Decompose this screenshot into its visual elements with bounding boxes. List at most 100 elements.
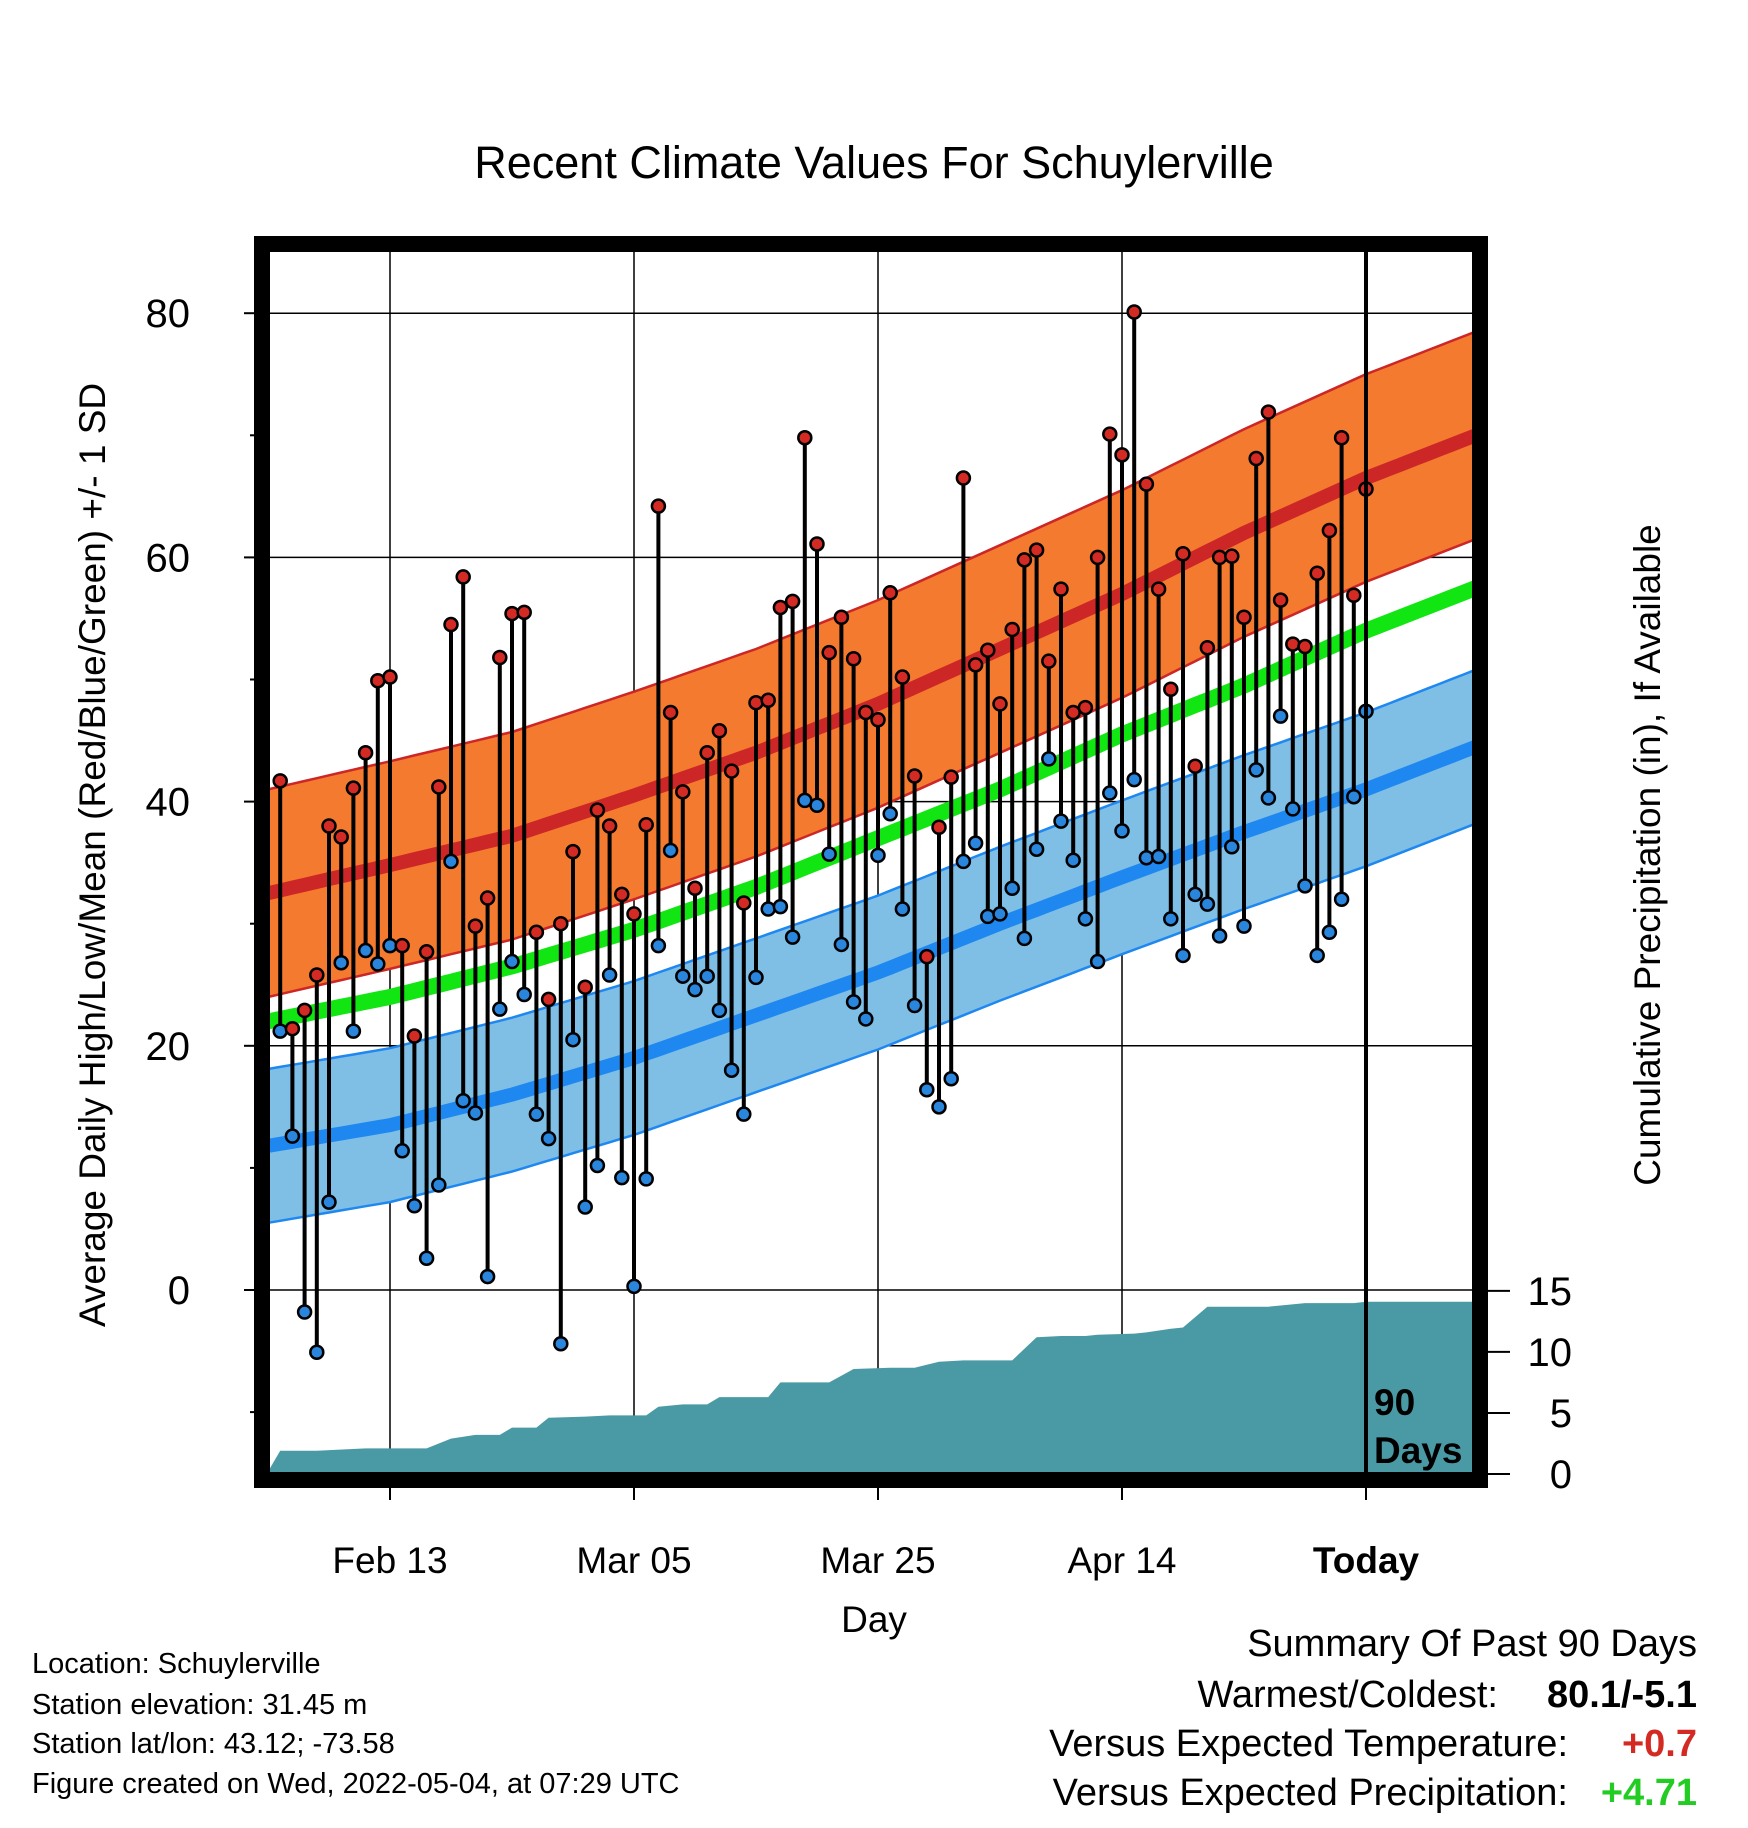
high-temp-point: [1138, 476, 1155, 492]
high-temp-point: [1126, 304, 1142, 320]
low-temp-point: [833, 936, 850, 953]
low-sd-lower-edge: [267, 822, 1477, 1225]
high-temp-point: [418, 944, 435, 960]
low-temp-point: [1309, 947, 1325, 964]
high-temp-point: [736, 895, 752, 911]
high-temp-point: [1309, 565, 1325, 582]
high-temp-point: [1089, 549, 1106, 566]
low-temp-point: [784, 929, 801, 945]
high-temp-point: [455, 569, 471, 585]
high-temp-point: [1248, 450, 1264, 467]
high-temp-point: [1053, 581, 1069, 597]
low-temp-point: [748, 969, 764, 986]
low-temp-point: [1065, 852, 1081, 868]
low-temp-point: [601, 967, 618, 983]
x-tick-label: Today: [1313, 1540, 1420, 1581]
low-temp-point: [1004, 880, 1020, 897]
low-temp-point: [1285, 801, 1301, 817]
x-axis-label: Day: [841, 1599, 907, 1640]
high-temp-point: [394, 937, 410, 954]
high-temp-point: [357, 745, 374, 761]
low-temp-point: [1028, 841, 1045, 857]
low-temp-point: [626, 1278, 642, 1295]
low-temp-point: [967, 835, 984, 851]
low-temp-point: [443, 853, 459, 870]
high-temp-point: [931, 819, 947, 835]
high-temp-point: [516, 604, 532, 621]
high-temp-point: [1333, 429, 1350, 446]
low-temp-point: [699, 968, 715, 984]
high-temp-point: [309, 967, 325, 983]
y2-tick-label: 5: [1550, 1392, 1572, 1436]
low-temp-point: [565, 1031, 581, 1048]
low-temp-point: [1224, 839, 1240, 855]
high-temp-point: [1199, 640, 1216, 656]
summary-temp-label: Versus Expected Temperature:: [1049, 1723, 1568, 1765]
high-temp-point: [1175, 545, 1191, 562]
summary-warmest-label: Warmest/Coldest:: [1197, 1674, 1498, 1716]
low-temp-point: [638, 1171, 654, 1187]
high-temp-point: [614, 886, 630, 903]
y2-tick-label: 15: [1528, 1270, 1573, 1314]
high-temp-point: [809, 536, 825, 552]
high-temp-point: [1187, 758, 1203, 774]
high-temp-point: [1028, 542, 1045, 558]
low-temp-point: [394, 1143, 410, 1159]
high-temp-point: [284, 1020, 301, 1037]
summary-precip-value: +4.71: [1600, 1772, 1697, 1814]
low-temp-point: [1346, 788, 1362, 805]
low-temp-point: [894, 901, 911, 917]
low-temp-point: [321, 1194, 337, 1210]
summary-heading: Summary Of Past 90 Days: [1247, 1623, 1697, 1665]
low-temp-point: [736, 1106, 752, 1122]
low-temp-point: [614, 1169, 630, 1186]
low-temp-point: [687, 981, 703, 998]
low-temp-point: [955, 853, 972, 870]
y-tick-label: 20: [146, 1025, 191, 1069]
high-temp-point: [1077, 699, 1094, 716]
high-temp-point: [943, 769, 959, 785]
axes: 0 20 40 60 80 0 5 10 15 Feb 13 Mar 05 Mar 25 Apr 14 T…: [146, 292, 1573, 1581]
high-temp-point: [882, 585, 898, 601]
low-temp-point: [553, 1335, 569, 1352]
low-temp-point: [1102, 785, 1118, 801]
low-temp-point: [1041, 751, 1057, 767]
low-temp-point: [333, 955, 349, 971]
high-temp-point: [980, 642, 996, 658]
high-temp-point: [833, 609, 850, 625]
low-temp-point: [919, 1082, 935, 1098]
low-temp-point: [1333, 891, 1350, 908]
low-temp-point: [906, 997, 923, 1014]
high-temp-point: [1321, 522, 1338, 539]
low-temp-point: [370, 956, 386, 972]
high-temp-point: [919, 948, 935, 965]
high-temp-point: [431, 779, 447, 795]
high-normal-line: [266, 428, 1479, 901]
low-temp-point: [1260, 790, 1277, 806]
low-temp-point: [870, 847, 886, 864]
high-temp-point: [906, 768, 923, 784]
low-temp-point: [1236, 918, 1252, 934]
mean-normal-line: [266, 580, 1479, 1030]
low-temp-point: [662, 842, 679, 859]
high-temp-point: [870, 712, 886, 728]
high-temp-point: [626, 906, 642, 922]
low-temp-point: [675, 968, 691, 984]
high-temp-point: [1114, 447, 1130, 463]
high-temp-point: [650, 498, 667, 514]
x-tick-label: Mar 05: [576, 1540, 691, 1581]
low-temp-point: [1272, 708, 1289, 724]
high-temp-point: [553, 915, 569, 932]
high-temp-point: [894, 669, 911, 685]
footer-latlon: Station lat/lon: 43.12; -73.58: [32, 1728, 395, 1760]
high-temp-point: [565, 843, 581, 860]
high-temp-point: [955, 470, 972, 486]
x-tick-label: Apr 14: [1067, 1540, 1176, 1581]
low-temp-point: [1163, 911, 1179, 927]
high-temp-point: [797, 429, 813, 446]
low-temp-point: [357, 942, 374, 959]
low-temp-point: [516, 986, 532, 1003]
high-temp-point: [772, 599, 789, 616]
low-temp-point: [577, 1199, 593, 1215]
y-tick-label: 40: [146, 781, 191, 825]
